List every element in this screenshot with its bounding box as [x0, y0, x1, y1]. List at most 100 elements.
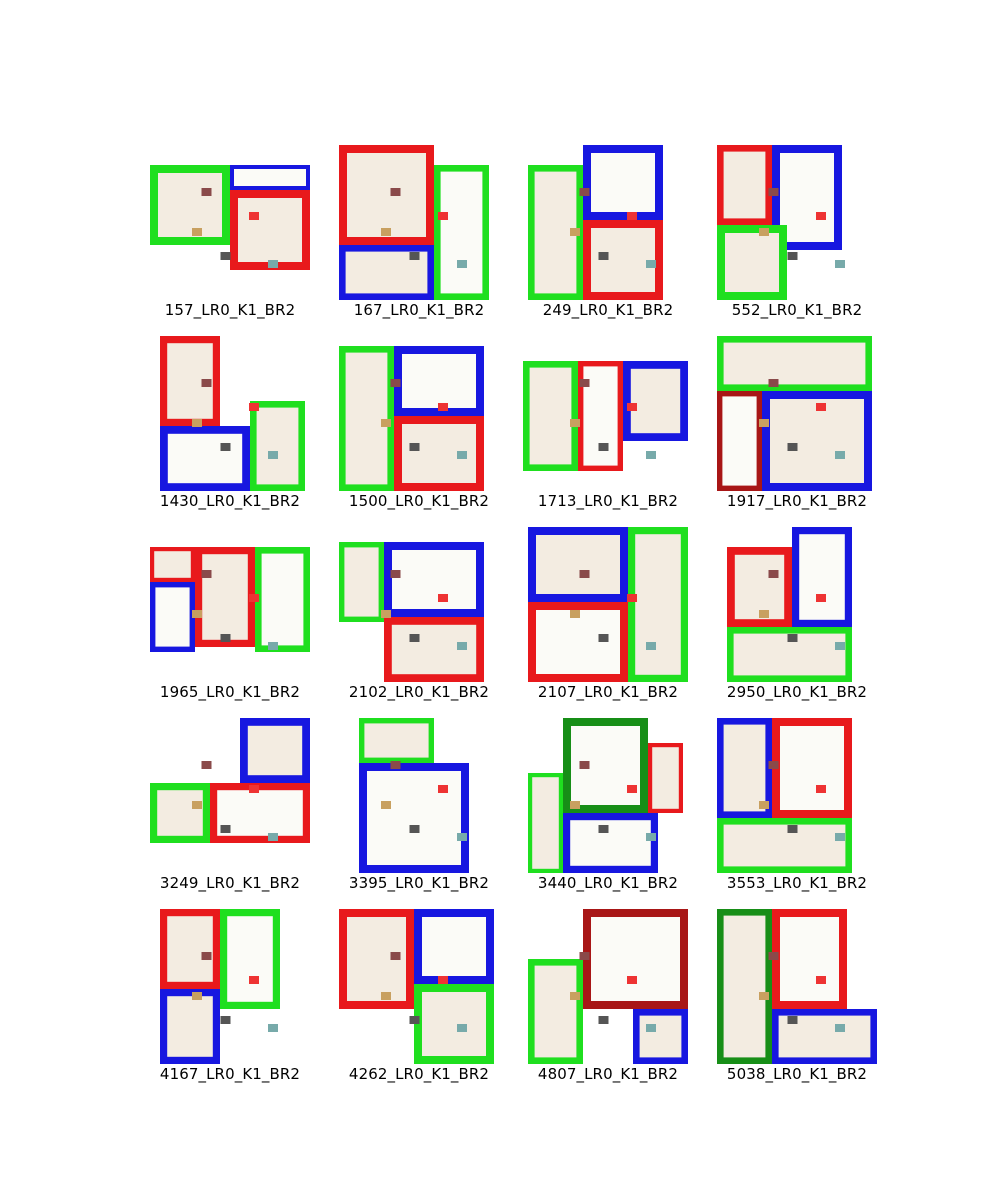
room [717, 909, 772, 1064]
floorplan-caption: 167_LR0_K1_BR2 [353, 301, 485, 319]
room [160, 989, 220, 1064]
floorplan-image [702, 904, 892, 1064]
floorplan-panel: 249_LR0_K1_BR2 [513, 140, 703, 325]
room-floor [440, 171, 483, 294]
room [528, 959, 583, 1064]
floorplan-panel: 4262_LR0_K1_BR2 [324, 904, 514, 1089]
furniture-mark [249, 212, 259, 220]
room-floor [639, 1015, 682, 1058]
furniture-mark [192, 992, 202, 1000]
furniture-mark [220, 1016, 231, 1024]
floorplan-caption: 1500_LR0_K1_BR2 [348, 492, 490, 510]
floorplan-image [513, 522, 703, 682]
floorplan-image [324, 904, 514, 1064]
floorplan-panel: 2102_LR0_K1_BR2 [324, 522, 514, 707]
furniture-mark [268, 1024, 278, 1032]
room [150, 165, 230, 245]
room [220, 909, 280, 1009]
room-floor [261, 553, 304, 646]
room [339, 542, 384, 622]
furniture-mark [201, 379, 212, 387]
furniture-mark [220, 825, 231, 833]
floorplan-caption: 4807_LR0_K1_BR2 [537, 1065, 679, 1083]
furniture-mark [598, 443, 609, 451]
furniture-mark [646, 1024, 656, 1032]
room-floor [364, 723, 429, 758]
floorplan-render [339, 346, 484, 491]
furniture-mark [220, 252, 231, 260]
furniture-mark [816, 976, 826, 984]
room-floor [392, 550, 476, 609]
furniture-mark [438, 212, 448, 220]
floorplan-caption: 4167_LR0_K1_BR2 [159, 1065, 301, 1083]
furniture-mark [201, 570, 212, 578]
furniture-mark [381, 419, 391, 427]
floorplan-image [513, 140, 703, 300]
furniture-mark [759, 801, 769, 809]
floorplan-caption: 3553_LR0_K1_BR2 [726, 874, 868, 892]
floorplan-render [359, 718, 469, 873]
floorplan-caption: 3249_LR0_K1_BR2 [159, 874, 301, 892]
floorplan-render [528, 909, 688, 1064]
furniture-mark [759, 419, 769, 427]
furniture-mark [268, 642, 278, 650]
room-floor [202, 554, 248, 640]
room [762, 391, 872, 491]
room [394, 346, 484, 416]
furniture-mark [768, 379, 779, 387]
furniture-mark [627, 785, 637, 793]
floorplan-image [324, 331, 514, 491]
floorplan-panel: 3553_LR0_K1_BR2 [702, 713, 892, 898]
furniture-mark [381, 610, 391, 618]
furniture-mark [579, 952, 590, 960]
furniture-mark [627, 594, 637, 602]
room [339, 145, 434, 245]
floorplan-panel: 167_LR0_K1_BR2 [324, 140, 514, 325]
furniture-mark [646, 260, 656, 268]
floorplan-render [717, 718, 852, 873]
floorplan-render [528, 145, 663, 300]
furniture-mark [835, 451, 845, 459]
room-floor [422, 917, 486, 976]
furniture-mark [579, 188, 590, 196]
floorplan-render [339, 909, 494, 1064]
floorplan-render [339, 542, 484, 682]
floorplan-caption: 552_LR0_K1_BR2 [731, 301, 863, 319]
furniture-mark [627, 212, 637, 220]
furniture-mark [816, 785, 826, 793]
room-floor [347, 153, 426, 237]
floorplan-image [135, 331, 325, 491]
floorplan-render [717, 145, 845, 300]
furniture-mark [835, 642, 845, 650]
room [150, 783, 210, 843]
floorplan-image [702, 140, 892, 300]
room [384, 542, 484, 617]
room-floor [780, 153, 834, 242]
furniture-mark [627, 403, 637, 411]
furniture-mark [787, 443, 798, 451]
floorplan-panel: 2950_LR0_K1_BR2 [702, 522, 892, 707]
furniture-mark [598, 825, 609, 833]
room [583, 145, 663, 220]
room-floor [570, 820, 651, 866]
room [150, 547, 195, 582]
room [210, 783, 310, 843]
room-floor [536, 535, 620, 594]
room [528, 527, 628, 602]
room [717, 718, 772, 818]
furniture-mark [759, 992, 769, 1000]
floorplan-render [339, 145, 489, 300]
room-floor [723, 151, 766, 219]
room-floor [344, 547, 379, 617]
floorplan-caption: 1430_LR0_K1_BR2 [159, 492, 301, 510]
room-floor [402, 354, 476, 408]
floorplan-image [513, 713, 703, 873]
floorplan-caption: 5038_LR0_K1_BR2 [726, 1065, 868, 1083]
furniture-mark [409, 252, 420, 260]
floorplan-image [135, 713, 325, 873]
room [623, 361, 688, 441]
furniture-mark [457, 451, 467, 459]
room-floor [534, 965, 577, 1058]
furniture-mark [816, 403, 826, 411]
floorplan-render [160, 909, 280, 1064]
